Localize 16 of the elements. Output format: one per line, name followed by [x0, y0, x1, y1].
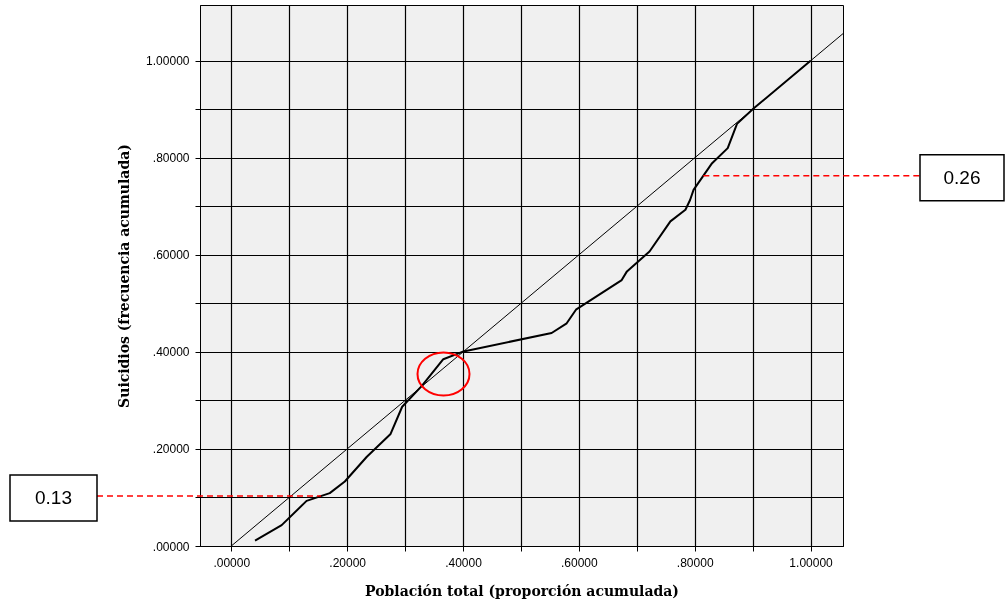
- y-tick-label: .00000: [152, 539, 190, 554]
- y-axis-title: Suicidios (frecuencia acumulada): [116, 144, 133, 408]
- text: 0.13: [35, 487, 72, 509]
- y-tick-label: 1.00000: [146, 54, 190, 69]
- x-tick-label: 1.00000: [789, 555, 834, 570]
- x-tick-label: .40000: [445, 555, 483, 570]
- x-tick-label: .00000: [213, 555, 251, 570]
- x-axis-title: Población total (proporción acumulada): [365, 582, 679, 599]
- x-tick-label: .20000: [329, 555, 367, 570]
- x-tick-label: .60000: [561, 555, 599, 570]
- text: 0.26: [943, 166, 981, 188]
- y-tick-label: .40000: [152, 345, 190, 360]
- x-tick-label: .80000: [676, 555, 714, 570]
- y-tick-label: .60000: [152, 248, 190, 263]
- y-tick-label: .80000: [152, 151, 190, 166]
- y-tick-label: .20000: [152, 442, 190, 457]
